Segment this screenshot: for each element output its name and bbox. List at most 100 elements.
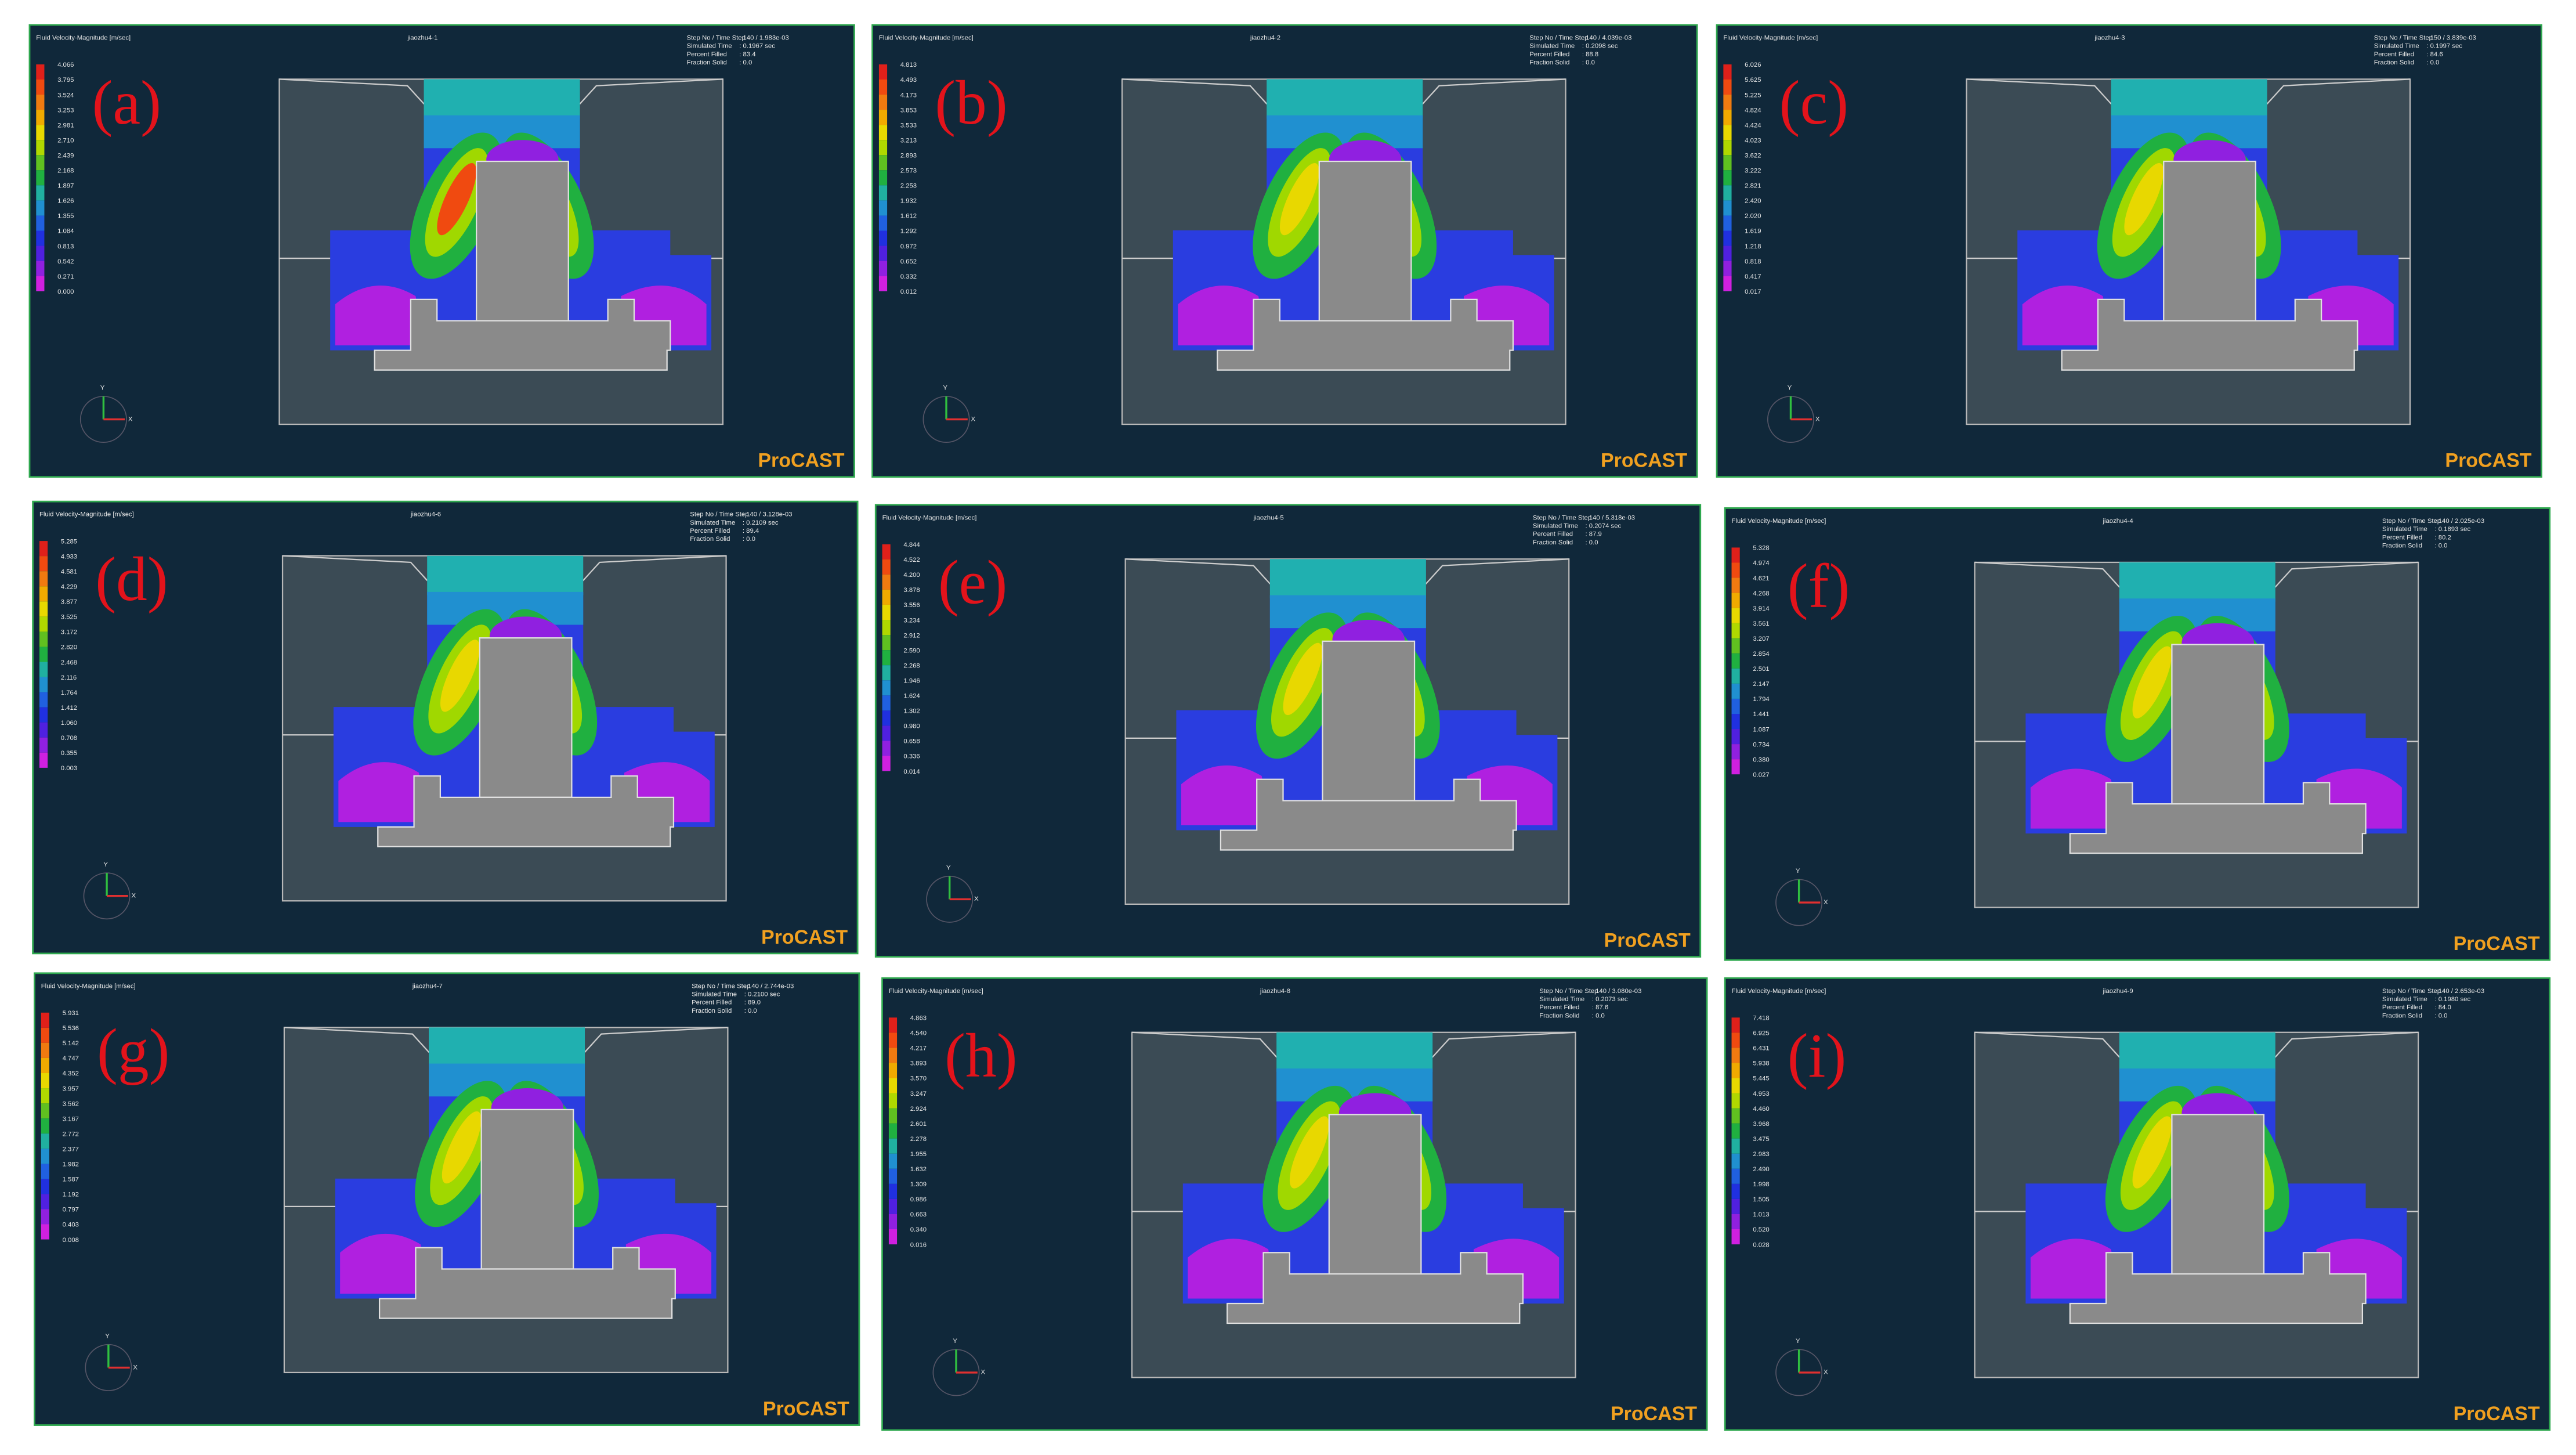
legend-value: 0.972 bbox=[900, 243, 917, 250]
legend-swatch bbox=[888, 1093, 898, 1109]
brand: ProCAST bbox=[763, 1398, 849, 1420]
legend-swatch bbox=[878, 95, 888, 110]
info-value: : 89.0 bbox=[744, 999, 761, 1006]
legend-value: 3.893 bbox=[910, 1060, 927, 1067]
info-key: Fraction Solid bbox=[1539, 1012, 1579, 1019]
plume-core bbox=[2124, 163, 2164, 236]
info-key: Fraction Solid bbox=[687, 59, 727, 66]
legend-value: 1.302 bbox=[903, 708, 920, 715]
panel: Fluid Velocity-Magnitude [m/sec] jiaozhu4… bbox=[34, 972, 860, 1426]
legend-swatch bbox=[1723, 170, 1732, 186]
legend-value: 3.167 bbox=[63, 1115, 79, 1122]
info-value: : 0.1967 sec bbox=[739, 43, 775, 50]
legend-value: 4.066 bbox=[57, 62, 74, 68]
case-name: jiaozhu4-2 bbox=[1250, 34, 1280, 41]
legend-swatch bbox=[878, 125, 888, 140]
info-key: Fraction Solid bbox=[2382, 1012, 2422, 1019]
legend-value: 4.863 bbox=[910, 1015, 927, 1022]
info-value: : 0.0 bbox=[1586, 539, 1598, 546]
legend-value: 0.340 bbox=[910, 1226, 927, 1233]
core bbox=[476, 160, 569, 322]
case-name: jiaozhu4-4 bbox=[2102, 518, 2133, 525]
legend-value: 2.772 bbox=[63, 1131, 79, 1138]
legend-swatch bbox=[41, 1194, 49, 1210]
legend-swatch bbox=[36, 110, 45, 125]
legend-swatch bbox=[1723, 185, 1732, 201]
legend-value: 4.747 bbox=[63, 1055, 79, 1062]
legend-value: 0.980 bbox=[903, 723, 920, 730]
legend-swatch bbox=[1723, 79, 1732, 95]
legend-value: 5.285 bbox=[61, 538, 77, 545]
legend-swatch bbox=[882, 741, 891, 756]
legend-swatch bbox=[36, 95, 45, 110]
base bbox=[2061, 298, 2358, 371]
legend-value: 3.533 bbox=[900, 122, 917, 129]
legend-value: 0.734 bbox=[1753, 741, 1769, 748]
info-value: : 0.0 bbox=[2426, 59, 2439, 66]
info-key: Step No / Time Step bbox=[1539, 988, 1598, 995]
legend-value: 3.247 bbox=[910, 1091, 927, 1097]
legend-swatch bbox=[1723, 230, 1732, 246]
legend-swatch bbox=[36, 200, 45, 216]
legend-value: 1.897 bbox=[57, 183, 74, 190]
legend-value: 0.003 bbox=[61, 765, 77, 772]
sprue bbox=[2119, 1032, 2275, 1072]
core bbox=[479, 637, 573, 798]
plume-core bbox=[2132, 1116, 2172, 1189]
legend-swatch bbox=[878, 276, 888, 291]
legend-swatch bbox=[878, 110, 888, 125]
brand: ProCAST bbox=[1604, 930, 1691, 952]
legend-swatch bbox=[878, 185, 888, 201]
info-key: Simulated Time bbox=[687, 43, 732, 50]
info-value: : 80.2 bbox=[2434, 534, 2451, 541]
legend-swatch bbox=[1731, 638, 1740, 654]
legend-swatch bbox=[36, 64, 45, 80]
info-value: : 0.1980 sec bbox=[2434, 996, 2470, 1003]
legend-swatch bbox=[41, 1224, 49, 1240]
legend-value: 3.561 bbox=[1753, 620, 1769, 627]
info-key: Fraction Solid bbox=[1533, 539, 1573, 546]
info-value: : 140 / 4.039e-03 bbox=[1582, 34, 1632, 41]
triad-y-label: Y bbox=[105, 1333, 110, 1340]
triad-x-label: X bbox=[971, 416, 975, 423]
info-value: : 89.4 bbox=[743, 528, 759, 535]
legend-swatch bbox=[41, 1027, 49, 1043]
sprue bbox=[2119, 562, 2275, 602]
brand: ProCAST bbox=[2445, 450, 2531, 472]
legend-value: 5.625 bbox=[1745, 77, 1761, 84]
legend-swatch bbox=[1723, 95, 1732, 110]
legend-swatch bbox=[878, 155, 888, 171]
legend-swatch bbox=[41, 1209, 49, 1225]
legend-value: 2.601 bbox=[910, 1121, 927, 1128]
legend-swatch bbox=[1723, 276, 1732, 291]
legend-value: 2.020 bbox=[1745, 213, 1761, 220]
legend-value: 0.016 bbox=[910, 1241, 927, 1248]
legend-swatch bbox=[39, 662, 48, 677]
quantity-title: Fluid Velocity-Magnitude [m/sec] bbox=[882, 514, 977, 521]
legend-value: 1.505 bbox=[1753, 1196, 1769, 1203]
legend-value: 2.268 bbox=[903, 662, 920, 669]
info-value: : 87.9 bbox=[1586, 531, 1602, 538]
legend-value: 1.982 bbox=[63, 1161, 79, 1168]
info-value: : 0.1997 sec bbox=[2426, 43, 2462, 50]
legend-swatch bbox=[39, 616, 48, 632]
brand: ProCAST bbox=[2454, 1403, 2540, 1425]
legend-value: 3.562 bbox=[63, 1100, 79, 1107]
legend-value: 0.028 bbox=[1753, 1241, 1769, 1248]
legend-swatch bbox=[1731, 744, 1740, 760]
legend-swatch bbox=[1731, 1153, 1740, 1169]
base bbox=[377, 775, 675, 847]
legend-value: 5.536 bbox=[63, 1025, 79, 1032]
legend-swatch bbox=[1723, 200, 1732, 216]
legend-swatch bbox=[41, 1012, 49, 1028]
legend-value: 1.587 bbox=[63, 1176, 79, 1183]
plume-core bbox=[437, 163, 477, 236]
legend-value: 0.403 bbox=[63, 1222, 79, 1229]
panel-label: (g) bbox=[97, 1017, 169, 1086]
legend-value: 2.490 bbox=[1753, 1166, 1769, 1173]
triad-x-label: X bbox=[132, 893, 136, 900]
legend-swatch bbox=[39, 737, 48, 753]
legend-value: 3.878 bbox=[903, 587, 920, 594]
legend-swatch bbox=[878, 230, 888, 246]
